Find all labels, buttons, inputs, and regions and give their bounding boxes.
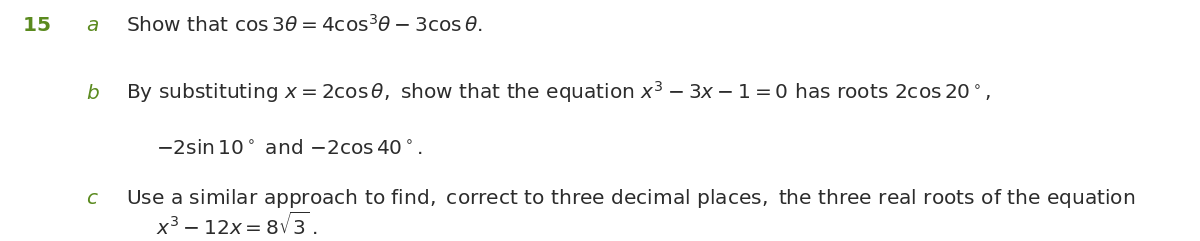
- Text: $-2\sin 10^\circ\mathrm{\ and\ }{-}2\cos 40^\circ\mathrm{.}$: $-2\sin 10^\circ\mathrm{\ and\ }{-}2\cos…: [156, 139, 424, 158]
- Text: $\mathbf{15}$: $\mathbf{15}$: [22, 16, 50, 35]
- Text: $x^3 - 12x = 8\sqrt{3}\,\mathrm{.}$: $x^3 - 12x = 8\sqrt{3}\,\mathrm{.}$: [156, 212, 317, 239]
- Text: $\mathrm{By\ substituting\ }x = 2\cos\theta\mathrm{,\ show\ that\ the\ equation\: $\mathrm{By\ substituting\ }x = 2\cos\th…: [126, 79, 991, 105]
- Text: $\mathrm{Show\ that\ }\cos 3\theta = 4\cos^3\!\theta - 3\cos\theta\mathrm{.}$: $\mathrm{Show\ that\ }\cos 3\theta = 4\c…: [126, 13, 484, 35]
- Text: $\mathit{c}$: $\mathit{c}$: [86, 189, 100, 208]
- Text: $\mathit{b}$: $\mathit{b}$: [86, 84, 101, 103]
- Text: $\mathrm{Use\ a\ similar\ approach\ to\ find,\ correct\ to\ three\ decimal\ plac: $\mathrm{Use\ a\ similar\ approach\ to\ …: [126, 187, 1135, 210]
- Text: $\mathit{a}$: $\mathit{a}$: [86, 16, 100, 35]
